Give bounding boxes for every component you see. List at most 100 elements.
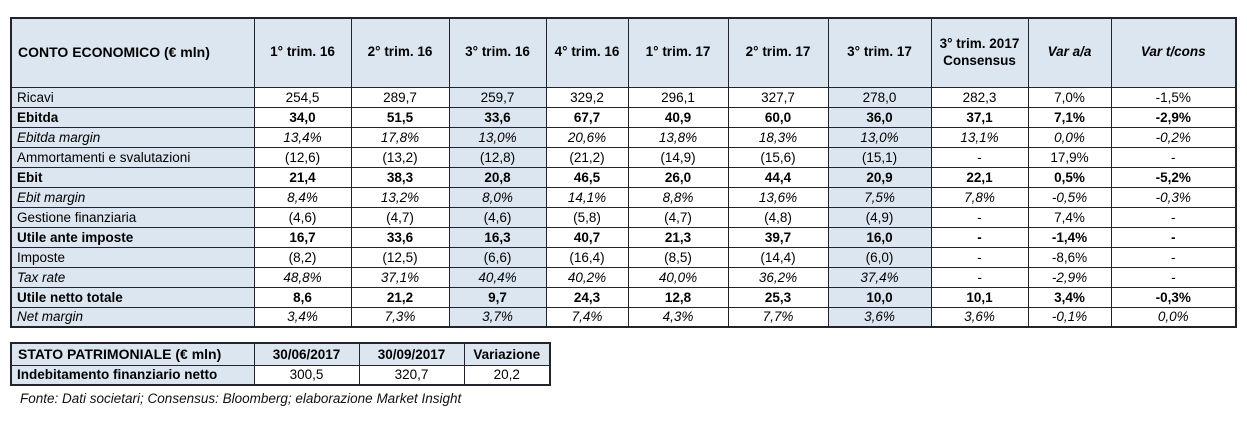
cell: 13,4% bbox=[253, 126, 352, 148]
cell: (14,4) bbox=[727, 246, 829, 268]
cell: 0,0% bbox=[1110, 306, 1237, 328]
cell: 10,0 bbox=[827, 286, 932, 308]
cell: 7,4% bbox=[545, 306, 629, 328]
cell: -2,9% bbox=[1027, 266, 1112, 288]
col-header-date-sep: 30/09/2017 bbox=[358, 342, 465, 366]
cell: 36,2% bbox=[727, 266, 829, 288]
row-label: Imposte bbox=[10, 246, 255, 268]
cell: 13,0% bbox=[448, 126, 547, 148]
cell: 33,6 bbox=[448, 106, 547, 128]
cell: - bbox=[1110, 206, 1237, 228]
cell: 44,4 bbox=[727, 166, 829, 188]
cell: (4,9) bbox=[827, 206, 932, 228]
col-header-q3-16: 3° trim. 16 bbox=[448, 17, 547, 88]
cell: 20,2 bbox=[463, 364, 551, 386]
cell: 33,6 bbox=[350, 226, 450, 248]
row-label: Ebitda bbox=[10, 106, 255, 128]
col-header-var-cons: Var t/cons bbox=[1110, 17, 1237, 88]
cell: 9,7 bbox=[448, 286, 547, 308]
table-row-net-margin: Net margin 3,4% 7,3% 3,7% 7,4% 4,3% 7,7%… bbox=[10, 306, 1237, 328]
table-row-gestione-finanziaria: Gestione finanziaria (4,6) (4,7) (4,6) (… bbox=[10, 206, 1237, 228]
cell: -0,1% bbox=[1027, 306, 1112, 328]
income-header-row: CONTO ECONOMICO (€ mln) 1° trim. 16 2° t… bbox=[10, 17, 1237, 88]
cell: 8,4% bbox=[253, 186, 352, 208]
col-header-q1-17: 1° trim. 17 bbox=[627, 17, 729, 88]
cell: 3,4% bbox=[1027, 286, 1112, 308]
cell: (6,0) bbox=[827, 246, 932, 268]
cell: 13,1% bbox=[930, 126, 1029, 148]
cell: (21,2) bbox=[545, 146, 629, 168]
cell: 51,5 bbox=[350, 106, 450, 128]
row-label: Ricavi bbox=[10, 86, 255, 108]
cell: 60,0 bbox=[727, 106, 829, 128]
table-row-ebit-margin: Ebit margin 8,4% 13,2% 8,0% 14,1% 8,8% 1… bbox=[10, 186, 1237, 208]
cell: -0,5% bbox=[1027, 186, 1112, 208]
cell: 8,8% bbox=[627, 186, 729, 208]
cell: - bbox=[1110, 246, 1237, 268]
table-row-utile-netto: Utile netto totale 8,6 21,2 9,7 24,3 12,… bbox=[10, 286, 1237, 308]
col-header-q2-16: 2° trim. 16 bbox=[350, 17, 450, 88]
table-row-utile-ante-imposte: Utile ante imposte 16,7 33,6 16,3 40,7 2… bbox=[10, 226, 1237, 248]
report-page: CONTO ECONOMICO (€ mln) 1° trim. 16 2° t… bbox=[10, 17, 1247, 406]
cell: 320,7 bbox=[358, 364, 465, 386]
cell: (8,2) bbox=[253, 246, 352, 268]
cell: 13,6% bbox=[727, 186, 829, 208]
cell: 48,8% bbox=[253, 266, 352, 288]
cell: (12,6) bbox=[253, 146, 352, 168]
row-label: Gestione finanziaria bbox=[10, 206, 255, 228]
row-label: Utile ante imposte bbox=[10, 226, 255, 248]
cell: 20,6% bbox=[545, 126, 629, 148]
cell: - bbox=[930, 206, 1029, 228]
cell: 17,8% bbox=[350, 126, 450, 148]
table-row-indebitamento: Indebitamento finanziario netto 300,5 32… bbox=[10, 364, 551, 386]
row-label: Utile netto totale bbox=[10, 286, 255, 308]
row-label: Net margin bbox=[10, 306, 255, 328]
cell: - bbox=[930, 146, 1029, 168]
cell: -0,3% bbox=[1110, 286, 1237, 308]
cell: 20,9 bbox=[827, 166, 932, 188]
col-header-consensus: 3° trim. 2017 Consensus bbox=[930, 17, 1029, 88]
col-header-q1-16: 1° trim. 16 bbox=[253, 17, 352, 88]
col-header-q3-17: 3° trim. 17 bbox=[827, 17, 932, 88]
table-row-ebitda-margin: Ebitda margin 13,4% 17,8% 13,0% 20,6% 13… bbox=[10, 126, 1237, 148]
cell: 7,1% bbox=[1027, 106, 1112, 128]
cell: 40,2% bbox=[545, 266, 629, 288]
cell: 14,1% bbox=[545, 186, 629, 208]
cell: 25,3 bbox=[727, 286, 829, 308]
cell: (13,2) bbox=[350, 146, 450, 168]
cell: 21,3 bbox=[627, 226, 729, 248]
cell: 38,3 bbox=[350, 166, 450, 188]
cell: (8,5) bbox=[627, 246, 729, 268]
cell: 40,7 bbox=[545, 226, 629, 248]
cell: 40,4% bbox=[448, 266, 547, 288]
source-note: Fonte: Dati societari; Consensus: Bloomb… bbox=[20, 391, 462, 406]
cell: 17,9% bbox=[1027, 146, 1112, 168]
row-label: Ammortamenti e svalutazioni bbox=[10, 146, 255, 168]
row-label: Ebit margin bbox=[10, 186, 255, 208]
cell: 278,0 bbox=[827, 86, 932, 108]
cell: 46,5 bbox=[545, 166, 629, 188]
cell: 18,3% bbox=[727, 126, 829, 148]
cell: 26,0 bbox=[627, 166, 729, 188]
cell: 40,0% bbox=[627, 266, 729, 288]
cell: 34,0 bbox=[253, 106, 352, 128]
cell: 300,5 bbox=[253, 364, 360, 386]
cell: 21,4 bbox=[253, 166, 352, 188]
cell: 13,8% bbox=[627, 126, 729, 148]
cell: 8,6 bbox=[253, 286, 352, 308]
cell: (15,1) bbox=[827, 146, 932, 168]
cell: 289,7 bbox=[350, 86, 450, 108]
cell: (6,6) bbox=[448, 246, 547, 268]
cell: -1,4% bbox=[1027, 226, 1112, 248]
cell: 3,4% bbox=[253, 306, 352, 328]
cell: 7,7% bbox=[727, 306, 829, 328]
cell: (12,8) bbox=[448, 146, 547, 168]
table-row-tax-rate: Tax rate 48,8% 37,1% 40,4% 40,2% 40,0% 3… bbox=[10, 266, 1237, 288]
cell: (5,8) bbox=[545, 206, 629, 228]
cell: -5,2% bbox=[1110, 166, 1237, 188]
cell: - bbox=[1110, 266, 1237, 288]
cell: 3,6% bbox=[930, 306, 1029, 328]
cell: 327,7 bbox=[727, 86, 829, 108]
cell: -2,9% bbox=[1110, 106, 1237, 128]
cell: 7,8% bbox=[930, 186, 1029, 208]
